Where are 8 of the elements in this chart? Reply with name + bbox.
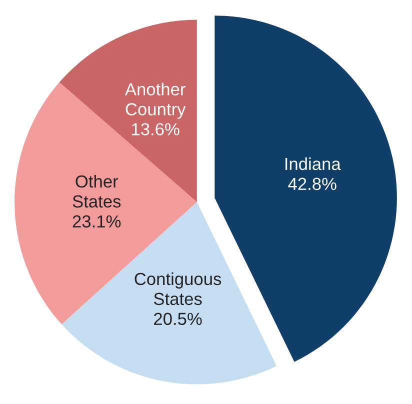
data-label: 23.1% — [72, 215, 121, 228]
slice-label: Other States — [72, 174, 121, 208]
data-label: 13.6% — [132, 123, 180, 136]
slice-label: Contiguous States — [134, 272, 222, 306]
slice-label: Another Country — [124, 82, 186, 119]
data-label: 20.5% — [154, 312, 202, 326]
data-label: 42.8% — [288, 178, 336, 190]
slice-label: Indiana — [285, 157, 341, 170]
